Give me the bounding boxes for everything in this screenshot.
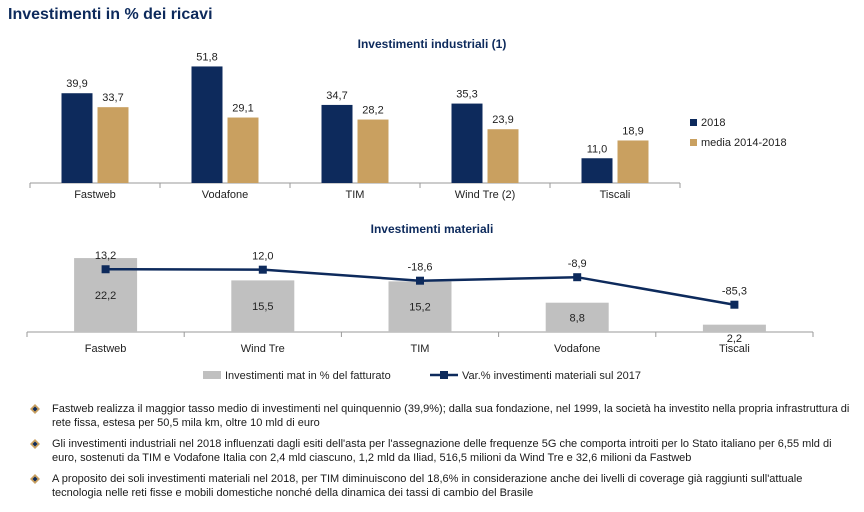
bullet-text: Fastweb realizza il maggior tasso medio … xyxy=(52,403,850,429)
bullet-text: A proposito dei soli investimenti materi… xyxy=(52,473,803,499)
bar-investimenti-mat xyxy=(545,302,609,332)
diamond-bullet-icon xyxy=(30,439,40,449)
page-title: Investimenti in % dei ricavi xyxy=(8,6,213,23)
line-marker xyxy=(416,276,424,285)
bar-media-2014-2018 xyxy=(357,119,389,183)
x-tick-label: TIM xyxy=(346,189,365,201)
bar-2018 xyxy=(451,103,483,183)
line-marker xyxy=(258,265,267,274)
data-label: 11,0 xyxy=(587,143,608,155)
line-data-label: 12,0 xyxy=(252,251,273,263)
x-tick-label: Tiscali xyxy=(719,343,750,355)
x-tick-label: Vodafone xyxy=(202,189,249,201)
legend-label: Investimenti mat in % del fatturato xyxy=(225,370,391,382)
bar-media-2014-2018 xyxy=(617,140,649,183)
charts-canvas: 39,9 33,7 Fastweb 51,8 29,1 Vodafone 34,7 28,2 T… xyxy=(26,51,814,382)
bar-2018 xyxy=(191,66,223,183)
legend-label: 2018 xyxy=(701,117,725,129)
bullet-item: Gli investimenti industriali nel 2018 in… xyxy=(30,437,850,465)
bar-investimenti-mat xyxy=(702,324,766,332)
bar-data-label: 2,2 xyxy=(727,333,742,345)
bullet-list: Fastweb realizza il maggior tasso medio … xyxy=(30,402,850,507)
diamond-bullet-icon xyxy=(30,474,40,484)
chart2-title: Investimenti materiali xyxy=(370,222,494,236)
legend-swatch-bar xyxy=(203,371,221,379)
bar-investimenti-mat xyxy=(231,280,295,332)
bar-media-2014-2018 xyxy=(227,117,259,183)
bullet-item: Fastweb realizza il maggior tasso medio … xyxy=(30,402,850,430)
x-tick-label: Fastweb xyxy=(85,343,127,355)
x-tick-label: Wind Tre xyxy=(241,343,285,355)
data-label: 28,2 xyxy=(362,105,383,117)
data-label: 33,7 xyxy=(102,92,123,104)
x-tick-label: Wind Tre (2) xyxy=(455,189,516,201)
x-tick-label: Tiscali xyxy=(600,189,631,201)
data-label: 29,1 xyxy=(232,103,253,115)
line-marker xyxy=(573,273,582,282)
data-label: 23,9 xyxy=(492,114,513,126)
x-tick-label: Fastweb xyxy=(74,189,116,201)
bar-data-label: 8,8 xyxy=(570,312,585,324)
line-data-label: -18,6 xyxy=(407,262,432,274)
bar-data-label: 22,2 xyxy=(95,290,116,302)
line-data-label: 13,2 xyxy=(95,250,116,262)
legend-swatch xyxy=(690,139,697,146)
bar-media-2014-2018 xyxy=(487,129,519,183)
data-label: 34,7 xyxy=(326,90,347,102)
bar-2018 xyxy=(321,104,353,183)
chart1-title: Investimenti industriali (1) xyxy=(357,37,507,51)
bullet-text: Gli investimenti industriali nel 2018 in… xyxy=(52,438,832,464)
diamond-bullet-icon xyxy=(30,404,40,414)
legend-swatch xyxy=(690,119,697,126)
bar-media-2014-2018 xyxy=(97,107,129,183)
data-label: 35,3 xyxy=(456,89,477,101)
legend-label: media 2014-2018 xyxy=(701,137,787,149)
data-label: 51,8 xyxy=(196,51,217,63)
bar-investimenti-mat xyxy=(388,281,452,332)
bar-2018 xyxy=(581,158,613,183)
line-marker xyxy=(730,300,739,309)
data-label: 39,9 xyxy=(66,78,87,90)
line-marker xyxy=(101,265,110,274)
x-tick-label: TIM xyxy=(411,343,430,355)
bar-data-label: 15,2 xyxy=(409,302,430,314)
bar-2018 xyxy=(61,93,93,183)
bar-data-label: 15,5 xyxy=(252,301,273,313)
line-data-label: -85,3 xyxy=(722,286,747,298)
bullet-item: A proposito dei soli investimenti materi… xyxy=(30,472,850,500)
legend-label: Var.% investimenti materiali sul 2017 xyxy=(462,370,641,382)
x-tick-label: Vodafone xyxy=(554,343,601,355)
line-data-label: -8,9 xyxy=(568,258,587,270)
data-label: 18,9 xyxy=(622,125,643,137)
legend-swatch-marker xyxy=(440,371,448,379)
